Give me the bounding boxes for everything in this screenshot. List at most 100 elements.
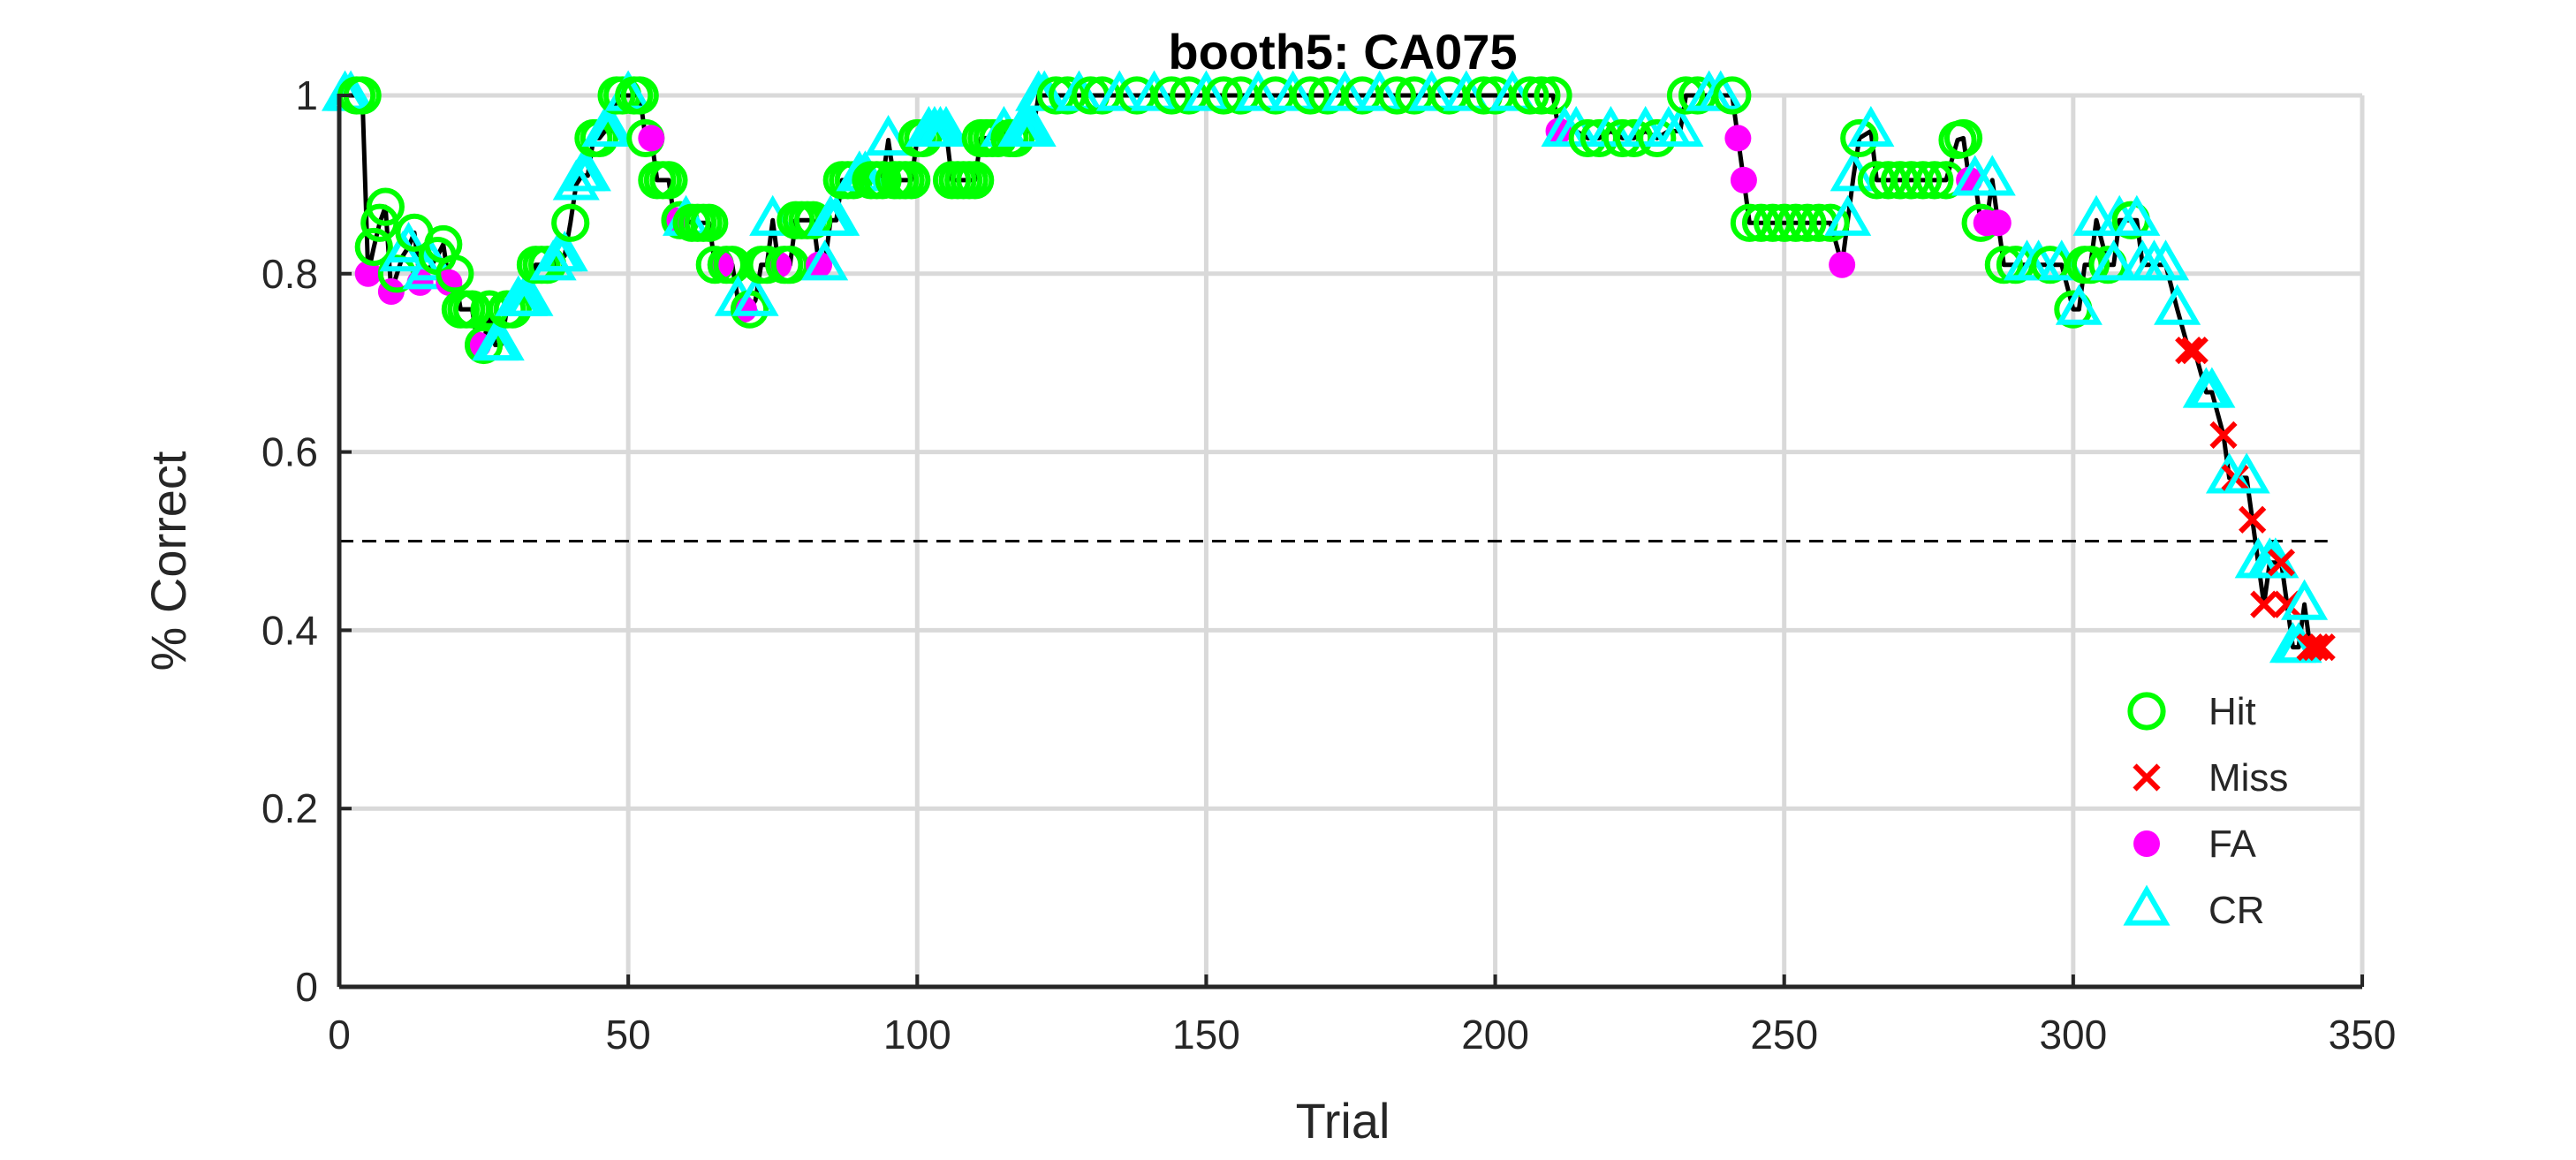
marker-cr: [1269, 70, 1317, 111]
x-tick-label: 100: [883, 1012, 951, 1058]
marker-hit: [1638, 118, 1677, 158]
marker-hit: [436, 254, 474, 293]
marker-hit: [620, 76, 659, 115]
x-tick-label: 350: [2329, 1012, 2397, 1058]
marker-miss: [2239, 505, 2267, 534]
marker-cr: [1622, 105, 1670, 147]
marker-cr: [1234, 70, 1282, 111]
marker-cr: [2154, 284, 2201, 325]
marker-miss: [2267, 549, 2296, 577]
legend-label-hit: Hit: [2209, 690, 2256, 733]
marker-hit: [1522, 76, 1561, 115]
marker-hit: [360, 203, 399, 242]
y-tick-label: 0.6: [261, 429, 318, 475]
marker-cr: [2113, 194, 2161, 236]
marker-cr: [2188, 367, 2236, 408]
marker-cr: [865, 114, 913, 156]
marker-cr: [731, 275, 779, 316]
y-tick-label: 0.8: [261, 251, 318, 297]
marker-hit: [1291, 76, 1330, 115]
marker-cr: [587, 105, 635, 147]
y-axis-label: % Correct: [140, 451, 196, 671]
marker-hit: [1152, 76, 1191, 115]
legend-marker-fa: [2133, 830, 2160, 857]
y-tick-labels: 0 0.2 0.4 0.6 0.8 1: [261, 72, 318, 1010]
axes: [337, 94, 2364, 989]
marker-hit: [1811, 203, 1850, 242]
marker-cr: [922, 105, 970, 147]
marker-hit: [354, 227, 393, 267]
x-tick-label: 0: [328, 1012, 351, 1058]
legend: Hit Miss FA CR: [2123, 690, 2288, 932]
y-tick-label: 1: [295, 72, 318, 118]
marker-cr: [506, 275, 554, 316]
marker-miss: [2307, 633, 2336, 662]
marker-cr: [2281, 579, 2329, 620]
marker-cr: [1489, 70, 1536, 111]
legend-label-cr: CR: [2209, 889, 2265, 932]
marker-cr: [1356, 70, 1404, 111]
marker-fa: [1730, 166, 1757, 193]
marker-hit: [1943, 118, 1983, 158]
marker-miss: [2175, 336, 2203, 365]
marker-fa: [1724, 125, 1752, 152]
marker-cr: [2055, 284, 2102, 325]
marker-hit: [1377, 76, 1416, 115]
marker-cr: [1656, 105, 1704, 147]
legend-marker-cr: [2123, 884, 2171, 926]
y-tick-label: 0.4: [261, 607, 318, 653]
marker-hit: [2071, 246, 2110, 284]
marker-cr: [1095, 70, 1143, 111]
x-tick-label: 300: [2039, 1012, 2107, 1058]
marker-cr: [801, 239, 849, 281]
marker-hit: [1511, 76, 1549, 115]
marker-hit: [1788, 203, 1827, 242]
marker-hit: [863, 161, 902, 200]
y-tick-label: 0.2: [261, 785, 318, 831]
marker-fa: [1829, 251, 1856, 278]
marker-hit: [551, 203, 590, 242]
marker-miss: [2302, 633, 2330, 662]
marker-cr: [1968, 155, 2016, 196]
x-tick-label: 250: [1750, 1012, 1818, 1058]
marker-cr: [541, 231, 588, 272]
marker-fa: [354, 260, 382, 287]
marker-hit: [366, 187, 405, 226]
marker-cr: [813, 194, 860, 236]
legend-label-fa: FA: [2209, 823, 2256, 866]
marker-cr: [2090, 239, 2138, 281]
marker-miss: [2250, 590, 2278, 618]
trial-markers: [321, 70, 2336, 663]
marker-hit: [892, 161, 931, 200]
marker-cr: [1408, 70, 1456, 111]
marker-hit: [1713, 76, 1752, 115]
marker-hit: [1915, 161, 1954, 200]
marker-miss: [2180, 336, 2209, 365]
marker-cr: [2072, 194, 2120, 236]
marker-cr: [564, 150, 611, 192]
legend-marker-miss: [2133, 763, 2161, 792]
marker-cr: [2141, 239, 2190, 281]
x-tick-label: 150: [1172, 1012, 1240, 1058]
legend-marker-hit: [2127, 692, 2166, 731]
marker-fa: [638, 125, 665, 152]
marker-hit: [1984, 246, 2023, 284]
marker-miss: [2296, 633, 2324, 662]
marker-hit: [1904, 161, 1943, 200]
marker-hit: [649, 161, 688, 200]
marker-cr: [1321, 70, 1369, 111]
marker-cr: [2223, 452, 2270, 494]
x-tick-label: 50: [606, 1012, 651, 1058]
marker-hit: [1534, 76, 1572, 115]
marker-cr: [1130, 70, 1178, 111]
marker-cr: [1009, 105, 1057, 147]
x-tick-labels: 0 50 100 150 200 250 300 350: [328, 1012, 2396, 1058]
marker-miss: [2209, 421, 2238, 450]
marker-hit: [1204, 76, 1243, 115]
marker-cr: [477, 320, 525, 361]
marker-cr: [1443, 70, 1490, 111]
marker-hit: [690, 203, 729, 242]
marker-cr: [1824, 194, 1872, 236]
marker-cr: [1182, 70, 1230, 111]
